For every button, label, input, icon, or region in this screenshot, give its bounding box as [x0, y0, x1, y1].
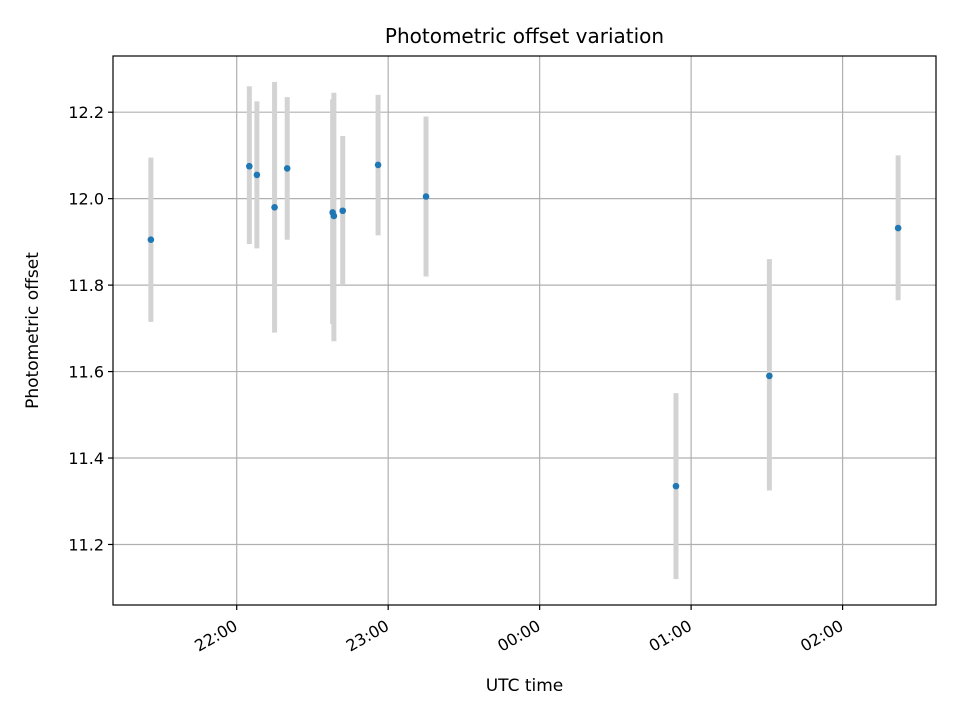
chart-title: Photometric offset variation [385, 24, 664, 48]
data-point [672, 482, 680, 490]
data-point [271, 203, 278, 211]
y-tick-label: 11.8 [68, 276, 104, 295]
data-point [374, 161, 382, 169]
y-tick-label: 11.6 [68, 363, 104, 382]
data-point [339, 207, 347, 215]
y-tick-label: 11.2 [68, 535, 104, 554]
data-point [246, 162, 253, 170]
y-axis-label: Photometric offset [23, 252, 43, 409]
y-tick-label: 12.2 [68, 103, 104, 122]
y-axis-ticks: 11.2 11.4 11.6 11.8 12.0 12.2 [68, 103, 113, 554]
data-point [147, 236, 155, 244]
y-tick-label: 11.4 [68, 449, 104, 468]
y-tick-label: 12.0 [68, 190, 104, 209]
x-axis-label: UTC time [486, 676, 564, 696]
data-point [766, 372, 773, 380]
data-points [147, 161, 902, 490]
plot-frame [112, 55, 937, 606]
data-point [283, 165, 291, 172]
data-point [330, 212, 338, 220]
data-point [422, 193, 430, 200]
data-point [894, 224, 902, 232]
data-point [253, 171, 261, 179]
